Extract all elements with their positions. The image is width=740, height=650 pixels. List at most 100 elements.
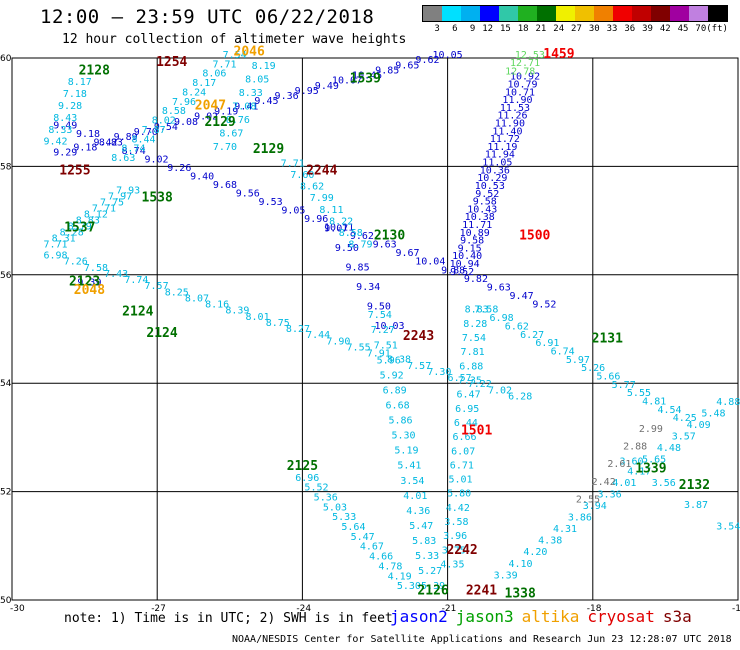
wave-height-value: 6.88 [459, 361, 483, 372]
wave-height-value: 9.96 [304, 214, 328, 225]
wave-height-value: 9.18 [76, 129, 100, 140]
color-swatch [670, 6, 689, 21]
wave-height-value: 5.77 [612, 380, 636, 391]
wave-height-value: 4.01 [403, 491, 427, 502]
wave-height-value: 9.70 [134, 127, 158, 138]
wave-height-value: 4.78 [378, 561, 402, 572]
wave-height-value: 5.27 [418, 566, 442, 577]
wave-height-value: 5.33 [415, 551, 439, 562]
wave-height-value: 9.42 [93, 137, 117, 148]
wave-height-value: 3.87 [684, 500, 708, 511]
pass-time-label: 2243 [403, 329, 434, 344]
wave-height-value: 7.71 [281, 158, 305, 169]
wave-height-value: 9.19 [214, 106, 238, 117]
wave-height-value: 7.81 [461, 347, 485, 358]
color-scale-tick: 70 [695, 24, 707, 34]
legend-entry: altika [521, 607, 580, 626]
color-scale-tick: 9 [469, 24, 476, 34]
wave-height-value: 7.54 [462, 333, 486, 344]
wave-height-value: 10.40 [452, 251, 482, 262]
wave-height-value: 3.36 [598, 489, 622, 500]
wave-height-value: 8.74 [121, 144, 145, 155]
wave-height-value: 4.67 [360, 542, 384, 553]
wave-height-value: 8.01 [246, 312, 270, 323]
color-scale-tick: 45 [677, 24, 689, 34]
wave-height-value: 5.86 [388, 416, 412, 427]
wave-height-value: 8.83 [465, 305, 489, 316]
wave-height-value: 8.58 [339, 228, 363, 239]
wave-height-value: 9.41 [234, 101, 258, 112]
wave-height-value: 9.62 [350, 231, 374, 242]
wave-height-value: 4.38 [538, 536, 562, 547]
wave-height-value: 6.44 [454, 418, 478, 429]
wave-height-value: 7.58 [474, 305, 498, 316]
wave-height-value: 9.02 [144, 155, 168, 166]
color-scale-unit: (ft) [706, 24, 728, 34]
wave-height-value: 10.94 [450, 259, 480, 270]
wave-height-value: 2.42 [592, 477, 616, 488]
wave-height-value: 10.03 [374, 321, 404, 332]
pass-time-label: 2242 [446, 543, 477, 558]
wave-height-value: 8.12 [84, 210, 108, 221]
wave-height-value: 7.43 [104, 269, 128, 280]
wave-height-value: 7.90 [326, 336, 350, 347]
wave-height-value: 4.01 [612, 478, 636, 489]
map-subtitle: 12 hour collection of altimeter wave hei… [62, 32, 407, 47]
wave-height-value: 8.75 [266, 318, 290, 329]
wave-height-value: 3.75 [442, 545, 466, 556]
wave-height-value: 9.50 [335, 243, 359, 254]
wave-height-value: 10.04 [415, 257, 445, 268]
color-scale-tick: 39 [642, 24, 653, 34]
color-swatch [499, 6, 518, 21]
wave-height-value: 8.74 [122, 146, 146, 157]
wave-height-value: 3.58 [444, 517, 468, 528]
wave-height-value: 9.52 [475, 189, 499, 200]
wave-height-value: 6.57 [448, 373, 472, 384]
wave-height-value: 4.66 [369, 552, 393, 563]
wave-height-value: 7.71 [92, 204, 116, 215]
wave-height-value: 9.08 [174, 117, 198, 128]
wave-height-value: 9.26 [167, 163, 191, 174]
wave-height-value: 9.52 [450, 267, 474, 278]
wave-height-value: 9.29 [53, 148, 77, 159]
wave-height-value: 9.89 [114, 132, 138, 143]
wave-height-value: 7.27 [371, 325, 395, 336]
wave-height-value: 9.63 [487, 282, 511, 293]
wave-height-value: 9.05 [281, 206, 305, 217]
color-swatch [442, 6, 461, 21]
wave-height-value: 5.39 [421, 581, 445, 592]
wave-height-value: 9.34 [356, 282, 380, 293]
wave-height-value: 3.94 [583, 501, 607, 512]
wave-height-value: 11.94 [485, 150, 515, 161]
wave-height-value: 7.22 [468, 379, 492, 390]
latitude-tick-label: 52 [0, 488, 11, 498]
wave-height-value: 9.47 [510, 291, 534, 302]
wave-height-value: 10.79 [507, 79, 537, 90]
wave-height-value: 8.16 [205, 300, 229, 311]
color-scale-labels: 3 6 9 12 15 18 21 24 27 30 33 36 39 42 45 70 (ft) [422, 24, 728, 34]
color-scale-tick: 30 [588, 24, 600, 34]
color-swatch [461, 6, 480, 21]
wave-height-value: 8.33 [48, 125, 72, 136]
wave-height-value: 8.05 [245, 74, 269, 85]
color-scale-tick: 36 [624, 24, 636, 34]
wave-height-value: 6.07 [451, 446, 475, 457]
wave-height-value: 8.67 [219, 129, 243, 140]
wave-height-value: 10.92 [510, 72, 540, 83]
pass-time-label: 2047 [195, 98, 226, 113]
wave-height-value: 7.51 [374, 340, 398, 351]
wave-height-value: 10.53 [475, 181, 505, 192]
wave-height-value: 7.58 [84, 263, 108, 274]
wave-height-value: 9.58 [473, 197, 497, 208]
wave-height-value: 8.58 [162, 106, 186, 117]
wave-height-value: 11.90 [495, 119, 525, 130]
wave-height-value: 8.02 [152, 116, 176, 127]
wave-height-value: 9.54 [154, 122, 178, 133]
wave-height-value: 5.41 [397, 461, 421, 472]
wave-height-value: 9.07 [324, 223, 348, 234]
wave-height-value: 5.96 [377, 355, 401, 366]
wave-height-value: 4.09 [687, 420, 711, 431]
wave-height-value: 7.55 [347, 342, 371, 353]
pass-time-label: 2124 [146, 326, 177, 341]
color-swatch [556, 6, 575, 21]
